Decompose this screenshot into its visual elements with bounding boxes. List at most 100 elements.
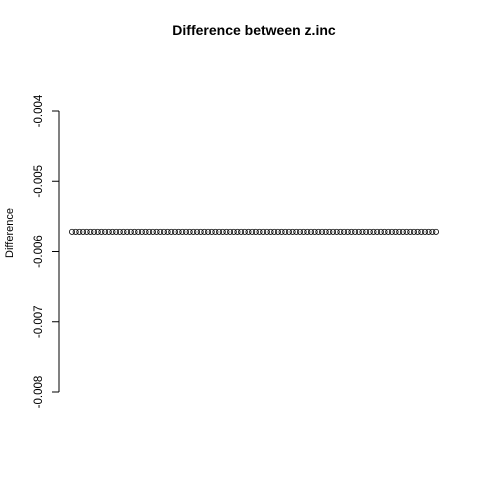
data-point — [352, 228, 359, 235]
data-point — [238, 228, 245, 235]
data-point — [146, 228, 153, 235]
data-point — [289, 228, 296, 235]
data-point — [205, 228, 212, 235]
data-point — [296, 228, 303, 235]
data-point — [263, 228, 270, 235]
data-point — [157, 228, 164, 235]
data-point — [94, 228, 101, 235]
data-point — [160, 228, 167, 235]
data-point — [271, 228, 278, 235]
y-tick-label: -0.008 — [33, 376, 45, 409]
data-point — [241, 228, 248, 235]
data-point — [164, 228, 171, 235]
data-point — [396, 228, 403, 235]
data-point — [219, 228, 226, 235]
data-point — [359, 228, 366, 235]
data-point — [234, 228, 241, 235]
data-point — [149, 228, 156, 235]
data-point — [429, 228, 436, 235]
data-point — [256, 228, 263, 235]
data-point — [216, 228, 223, 235]
data-point — [285, 228, 292, 235]
data-point — [344, 228, 351, 235]
data-point — [377, 228, 384, 235]
y-tick-label: -0.007 — [33, 305, 45, 338]
y-tick-label: -0.004 — [33, 94, 45, 127]
data-point — [76, 228, 83, 235]
data-point — [366, 228, 373, 235]
data-point — [381, 228, 388, 235]
data-point — [212, 228, 219, 235]
data-point — [355, 228, 362, 235]
data-point — [168, 228, 175, 235]
data-point — [124, 228, 131, 235]
data-point — [175, 228, 182, 235]
data-point — [80, 228, 87, 235]
data-point — [274, 228, 281, 235]
data-point — [322, 228, 329, 235]
data-point — [72, 228, 79, 235]
data-point — [311, 228, 318, 235]
data-point — [127, 228, 134, 235]
data-point — [197, 228, 204, 235]
data-point — [282, 228, 289, 235]
data-point — [374, 228, 381, 235]
data-point — [326, 228, 333, 235]
data-point — [432, 228, 439, 235]
data-point — [293, 228, 300, 235]
data-points — [69, 228, 439, 235]
data-point — [414, 228, 421, 235]
data-point — [407, 228, 414, 235]
y-axis: -0.008 -0.007 -0.006 -0.005 -0.004 — [33, 94, 60, 409]
data-point — [91, 228, 98, 235]
data-point — [69, 228, 76, 235]
data-point — [388, 228, 395, 235]
y-axis-label: Difference — [4, 208, 16, 258]
data-point — [403, 228, 410, 235]
data-point — [337, 228, 344, 235]
data-point — [330, 228, 337, 235]
data-point — [425, 228, 432, 235]
data-point — [171, 228, 178, 235]
data-point — [201, 228, 208, 235]
data-point — [392, 228, 399, 235]
data-point — [348, 228, 355, 235]
data-point — [260, 228, 267, 235]
data-point — [105, 228, 112, 235]
data-point — [307, 228, 314, 235]
data-point — [245, 228, 252, 235]
data-point — [252, 228, 259, 235]
data-point — [98, 228, 105, 235]
data-point — [399, 228, 406, 235]
data-point — [267, 228, 274, 235]
data-point — [186, 228, 193, 235]
data-point — [418, 228, 425, 235]
data-point — [363, 228, 370, 235]
data-point — [421, 228, 428, 235]
data-point — [300, 228, 307, 235]
data-point — [113, 228, 120, 235]
data-point — [249, 228, 256, 235]
data-point — [153, 228, 160, 235]
y-tick-label: -0.006 — [33, 235, 45, 268]
data-point — [319, 228, 326, 235]
data-point — [102, 228, 109, 235]
data-point — [182, 228, 189, 235]
data-point — [333, 228, 340, 235]
data-point — [120, 228, 127, 235]
data-point — [87, 228, 94, 235]
data-point — [109, 228, 116, 235]
data-point — [341, 228, 348, 235]
data-point — [230, 228, 237, 235]
data-point — [142, 228, 149, 235]
data-point — [194, 228, 201, 235]
data-point — [370, 228, 377, 235]
data-point — [190, 228, 197, 235]
data-point — [135, 228, 142, 235]
data-point — [83, 228, 90, 235]
data-point — [116, 228, 123, 235]
data-point — [223, 228, 230, 235]
data-point — [208, 228, 215, 235]
